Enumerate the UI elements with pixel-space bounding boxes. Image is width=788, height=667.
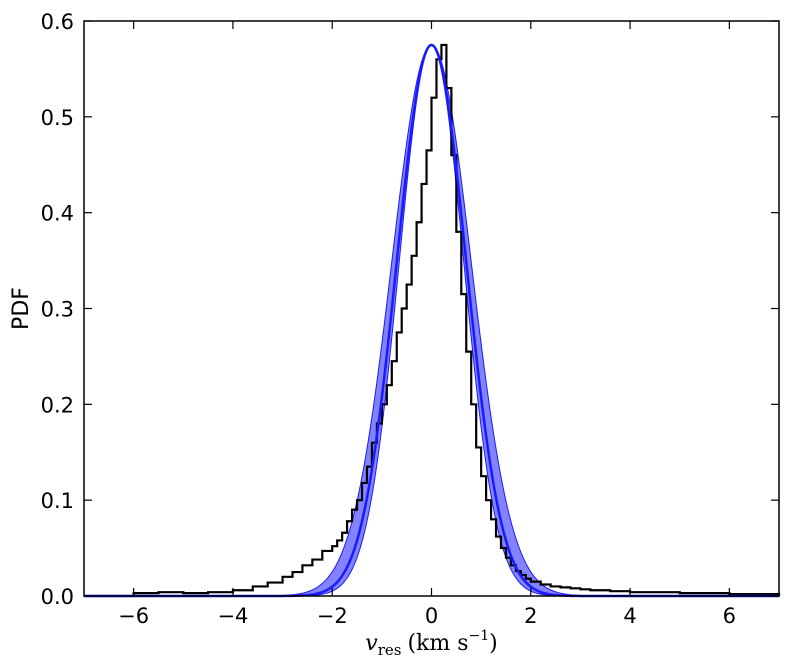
x-label-var: v xyxy=(365,631,378,656)
x-tick-label: −4 xyxy=(217,604,248,628)
y-tick-label: 0.0 xyxy=(41,585,74,609)
y-axis-label: PDF xyxy=(9,287,34,330)
x-tick-label: −2 xyxy=(317,604,348,628)
y-tick-label: 0.5 xyxy=(41,106,74,130)
x-label-sub: res xyxy=(378,641,402,659)
y-tick-label: 0.3 xyxy=(41,298,74,322)
y-tick-label: 0.6 xyxy=(41,10,74,34)
x-tick-label: 0 xyxy=(425,604,438,628)
x-label-units-exp: −1 xyxy=(469,628,490,644)
x-tick-label: −6 xyxy=(118,604,149,628)
x-tick-label: 2 xyxy=(524,604,537,628)
y-axis-ticks: 0.0 0.1 0.2 0.3 0.4 0.5 0.6 xyxy=(41,10,779,609)
x-tick-label: 4 xyxy=(623,604,636,628)
y-tick-label: 0.2 xyxy=(41,393,74,417)
y-tick-label: 0.1 xyxy=(41,489,74,513)
x-axis-label: vres (km s−1) xyxy=(365,628,497,659)
x-label-units-close: ) xyxy=(489,631,498,656)
x-tick-label: 6 xyxy=(723,604,736,628)
histogram-step-line xyxy=(84,43,781,598)
plot-area xyxy=(84,43,781,598)
x-label-units-open: (km s xyxy=(407,631,468,656)
y-tick-label: 0.4 xyxy=(41,202,74,226)
x-axis-ticks: −6 −4 −2 0 2 4 6 xyxy=(118,21,736,628)
